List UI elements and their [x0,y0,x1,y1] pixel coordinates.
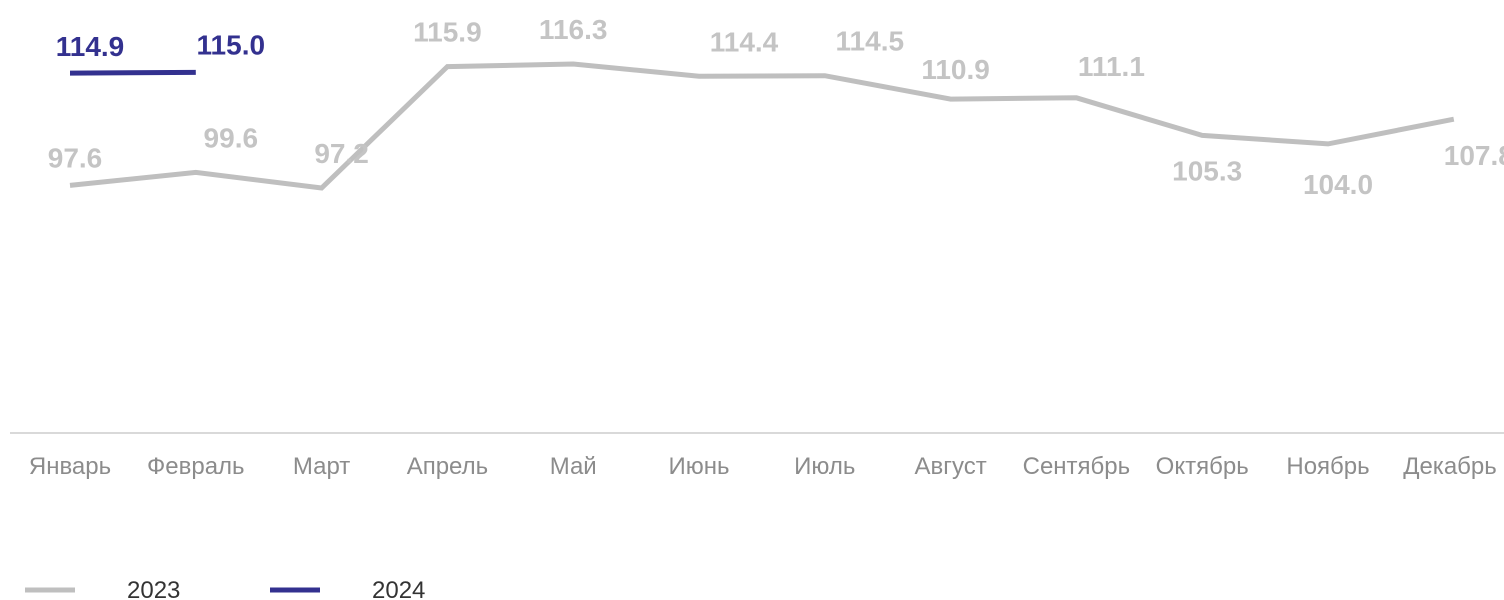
category-label-5: Май [550,453,597,480]
legend-label-2024: 2024 [372,577,425,600]
data-label-2023-1: 97.6 [48,142,103,173]
legend-label-2023: 2023 [127,577,180,600]
category-label-10: Октябрь [1156,453,1249,480]
data-label-2024-1: 114.9 [56,31,125,62]
data-label-2023-7: 114.5 [836,26,905,57]
data-label-2023-2: 99.6 [204,122,259,153]
data-label-2023-10: 105.3 [1172,155,1242,186]
data-label-2023-12: 107.8 [1444,140,1504,171]
data-label-2023-3: 97.2 [314,138,369,169]
category-label-8: Август [914,453,986,480]
category-axis: Январь Февраль Март Апрель Май Июнь Июль Август… [29,453,1497,480]
category-label-9: Сентябрь [1023,453,1131,480]
data-label-2023-8: 110.9 [921,54,990,85]
series-line-2023 [69,61,1455,191]
series-layer [69,61,1455,191]
data-label-layer: 97.6 99.6 97.2 115.9 116.3 114.4 114.5 110.9 111… [48,14,1504,200]
data-label-2023-5: 116.3 [539,14,608,45]
legend: 2023 2024 [25,577,425,600]
category-label-1: Январь [29,453,111,480]
data-label-2023-6: 114.4 [710,26,779,57]
category-label-4: Апрель [407,453,488,480]
category-label-11: Ноябрь [1286,453,1369,480]
category-label-2: Февраль [147,453,245,480]
data-label-2024-2: 115.0 [197,29,266,60]
data-label-2023-9: 111.1 [1078,51,1145,82]
category-label-3: Март [293,453,350,480]
series-line-2024 [69,69,196,76]
category-label-6: Июнь [668,453,729,480]
category-label-7: Июль [794,453,855,480]
data-label-2023-11: 104.0 [1303,169,1373,200]
category-label-12: Декабрь [1403,453,1497,480]
data-label-2023-4: 115.9 [413,17,482,48]
